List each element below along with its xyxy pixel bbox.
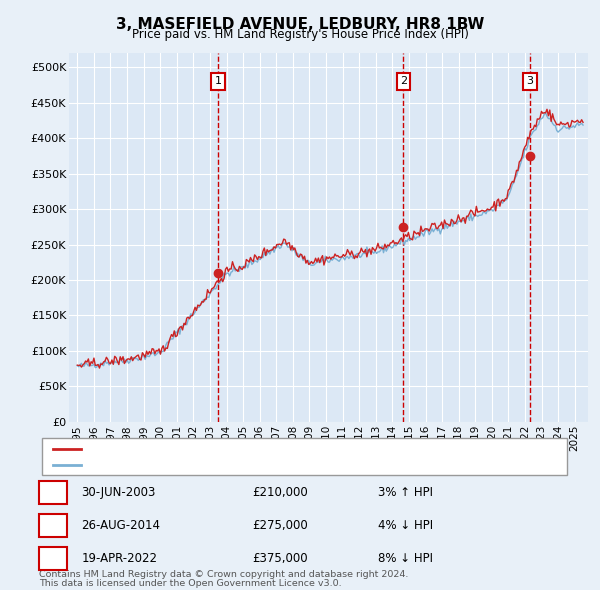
Text: Contains HM Land Registry data © Crown copyright and database right 2024.: Contains HM Land Registry data © Crown c… <box>39 571 409 579</box>
Text: 2: 2 <box>49 519 57 532</box>
Text: £375,000: £375,000 <box>252 552 308 565</box>
Text: £275,000: £275,000 <box>252 519 308 532</box>
Text: 1: 1 <box>215 77 222 87</box>
Text: 2: 2 <box>400 77 407 87</box>
Text: 1: 1 <box>49 486 57 499</box>
Text: 30-JUN-2003: 30-JUN-2003 <box>82 486 156 499</box>
Text: This data is licensed under the Open Government Licence v3.0.: This data is licensed under the Open Gov… <box>39 579 341 588</box>
Text: Price paid vs. HM Land Registry's House Price Index (HPI): Price paid vs. HM Land Registry's House … <box>131 28 469 41</box>
Text: HPI: Average price, detached house, Herefordshire: HPI: Average price, detached house, Here… <box>87 460 364 470</box>
Text: 4% ↓ HPI: 4% ↓ HPI <box>378 519 433 532</box>
Text: £210,000: £210,000 <box>252 486 308 499</box>
Text: 3, MASEFIELD AVENUE, LEDBURY, HR8 1BW (detached house): 3, MASEFIELD AVENUE, LEDBURY, HR8 1BW (d… <box>87 444 425 454</box>
Text: 26-AUG-2014: 26-AUG-2014 <box>82 519 161 532</box>
Text: 3% ↑ HPI: 3% ↑ HPI <box>378 486 433 499</box>
Text: 3: 3 <box>49 552 57 565</box>
Text: 19-APR-2022: 19-APR-2022 <box>82 552 158 565</box>
Text: 3: 3 <box>526 77 533 87</box>
Text: 8% ↓ HPI: 8% ↓ HPI <box>378 552 433 565</box>
Text: 3, MASEFIELD AVENUE, LEDBURY, HR8 1BW: 3, MASEFIELD AVENUE, LEDBURY, HR8 1BW <box>116 17 484 31</box>
